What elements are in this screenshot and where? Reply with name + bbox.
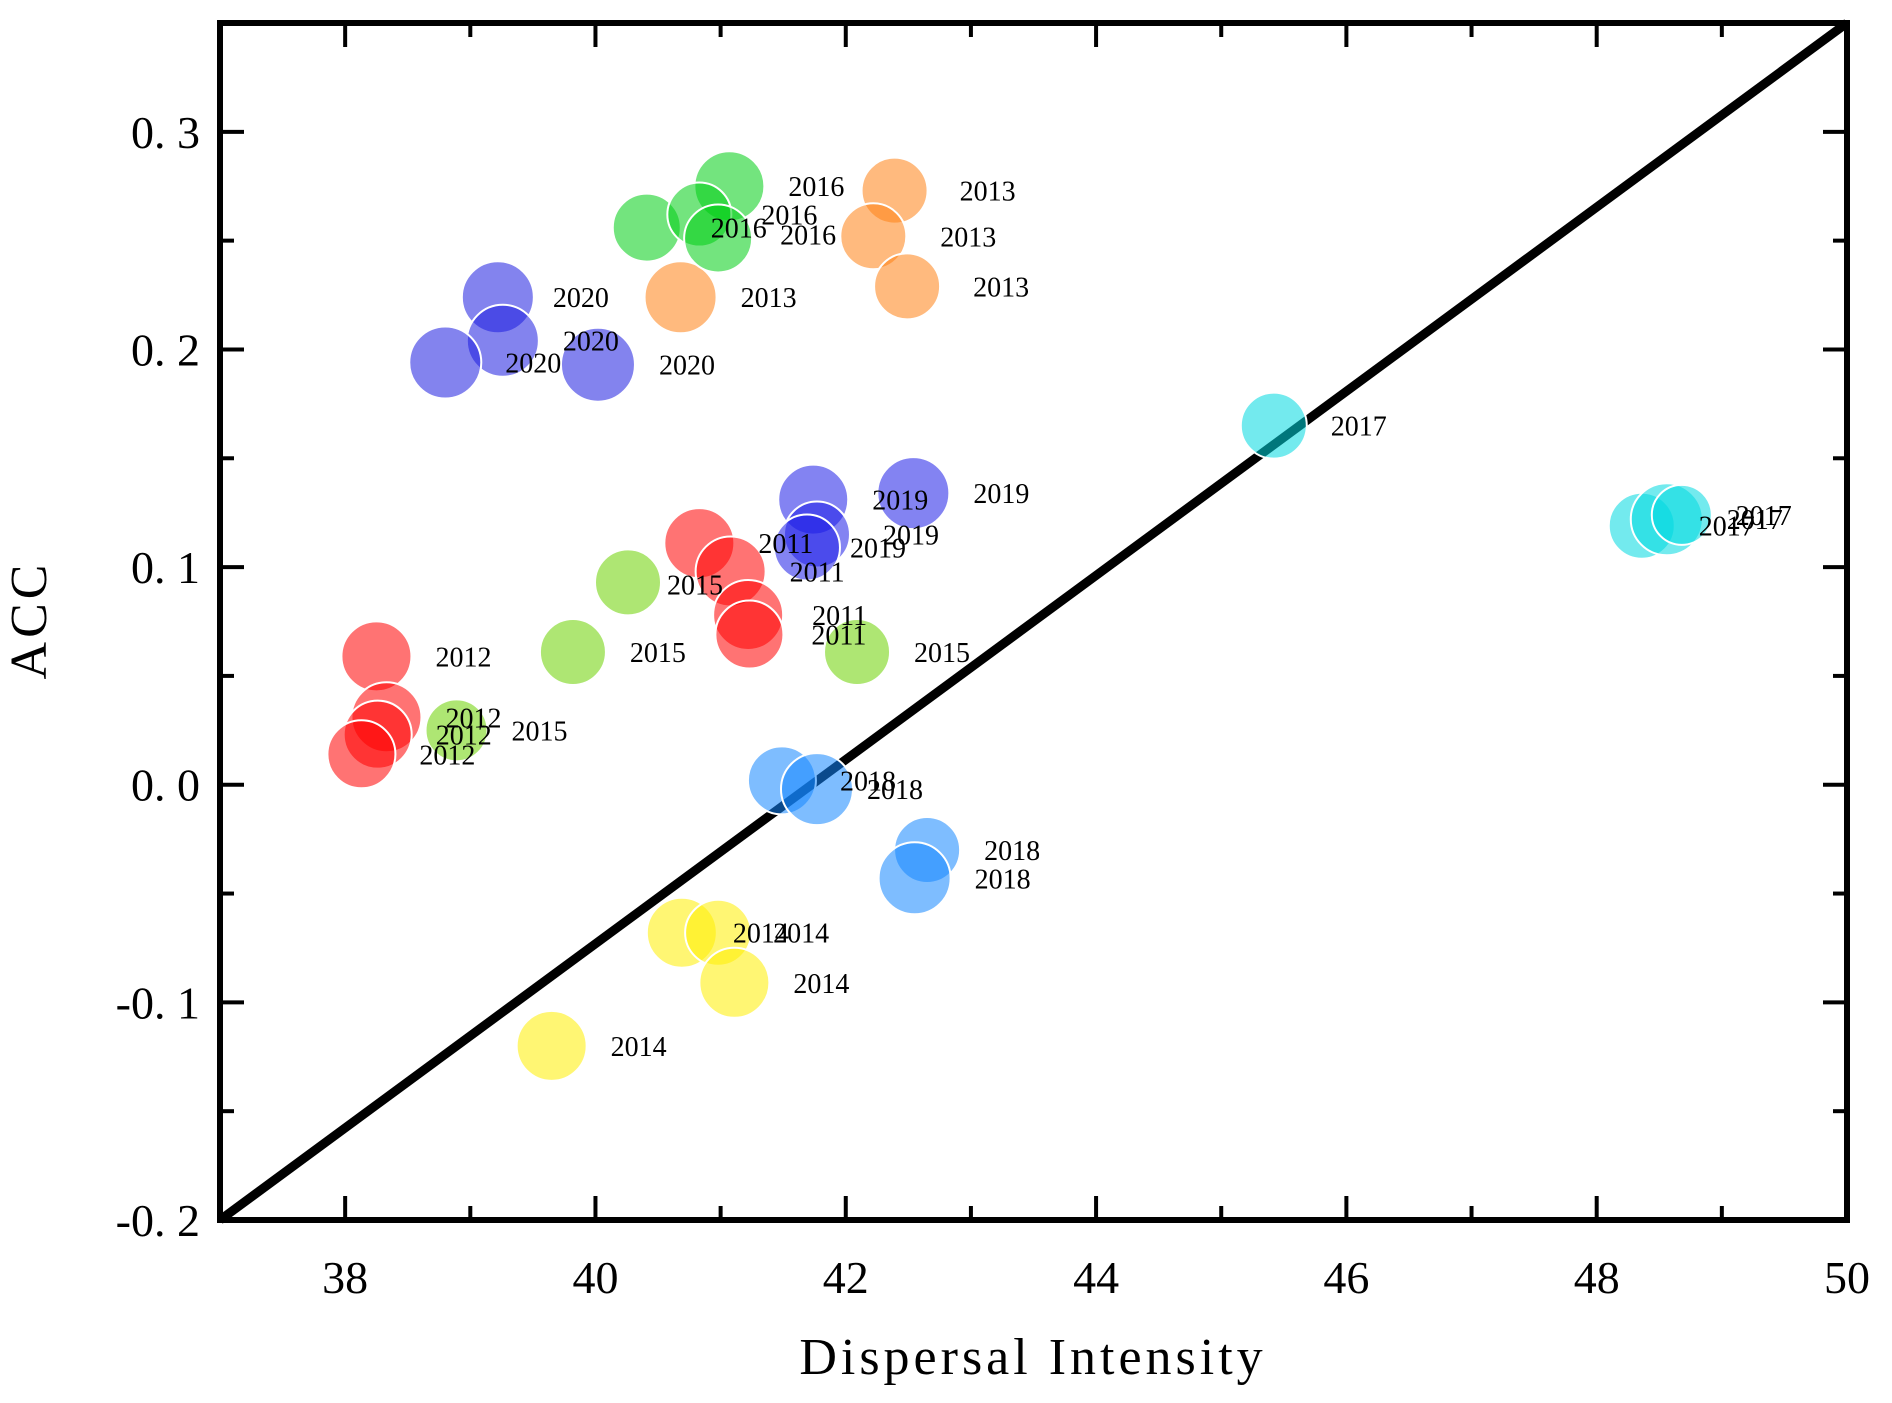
- point-year-label: 2016: [711, 214, 767, 245]
- data-bubble-2015: [594, 548, 663, 617]
- point-year-label: 2012: [445, 703, 501, 734]
- data-bubble-2012: [326, 719, 397, 790]
- point-year-label: 2018: [984, 836, 1040, 867]
- data-bubble-2017: [1239, 391, 1308, 460]
- y-tick-label: 0. 1: [131, 542, 200, 593]
- point-year-label: 2011: [812, 601, 867, 632]
- y-tick-label: -0. 2: [116, 1195, 200, 1246]
- point-year-label: 2019: [973, 479, 1029, 510]
- point-year-label: 2018: [975, 864, 1031, 895]
- point-year-label: 2016: [788, 172, 844, 203]
- x-tick-label: 48: [1574, 1252, 1620, 1303]
- bubble-group: [326, 150, 1713, 1082]
- y-tick-label: 0. 0: [131, 760, 200, 811]
- point-year-label: 2012: [436, 721, 492, 752]
- point-year-label: 2015: [630, 638, 686, 669]
- x-tick-label: 46: [1323, 1252, 1369, 1303]
- tick-label-group: 38 40 42 44 46 48 50 0. 3 0. 2 0. 1 0. 0 -0. 1 -0. 2: [116, 107, 1870, 1303]
- point-year-label: 2017: [1699, 512, 1755, 543]
- point-year-label: 2011: [790, 557, 845, 588]
- data-bubble-2018: [877, 841, 952, 916]
- data-bubble-2014: [698, 946, 771, 1019]
- data-bubble-2020: [408, 325, 483, 400]
- data-bubble-2017: [1650, 483, 1713, 546]
- point-year-label: 2017: [1727, 505, 1783, 536]
- x-tick-label: 44: [1073, 1252, 1119, 1303]
- point-year-label: 2013: [940, 222, 996, 253]
- data-bubble-2020: [559, 326, 636, 403]
- data-bubble-2015: [424, 698, 489, 763]
- point-year-label: 2018: [840, 766, 896, 797]
- point-year-label: 2011: [758, 529, 813, 560]
- data-bubble-2019: [772, 513, 841, 582]
- point-year-label: 2019: [872, 486, 928, 517]
- point-year-label: 2013: [741, 283, 797, 314]
- point-year-label: 2018: [867, 775, 923, 806]
- data-bubble-2019: [876, 456, 951, 531]
- point-year-label: 2020: [659, 351, 715, 382]
- data-bubble-2011: [714, 599, 785, 670]
- data-bubble-2016: [683, 203, 754, 274]
- point-label-group: 2011201120112011201220122012201220132013…: [419, 172, 1791, 1063]
- point-year-label: 2014: [733, 919, 789, 950]
- point-year-label: 2015: [512, 716, 568, 747]
- y-tick-label: 0. 3: [131, 107, 200, 158]
- x-tick-label: 50: [1824, 1252, 1870, 1303]
- reference-line-group: [217, 19, 1850, 1224]
- point-year-label: 2015: [914, 638, 970, 669]
- data-bubble-2012: [340, 620, 413, 693]
- point-year-label: 2014: [611, 1032, 667, 1063]
- tick-group: [220, 23, 1849, 1222]
- point-year-label: 2016: [761, 201, 817, 232]
- point-year-label: 2016: [780, 220, 836, 251]
- point-year-label: 2013: [960, 177, 1016, 208]
- data-bubble-2015: [538, 617, 607, 686]
- point-year-label: 2015: [667, 570, 723, 601]
- point-year-label: 2014: [773, 919, 829, 950]
- point-year-label: 2020: [553, 283, 609, 314]
- y-axis-title: ACC: [1, 561, 58, 680]
- point-year-label: 2011: [811, 621, 866, 652]
- point-year-label: 2017: [1736, 501, 1792, 532]
- x-tick-label: 42: [823, 1252, 869, 1303]
- data-bubble-2013: [839, 202, 908, 271]
- y-tick-label: 0. 2: [131, 324, 200, 375]
- point-year-label: 2020: [563, 327, 619, 358]
- identity-reference-line: [217, 19, 1850, 1224]
- point-year-label: 2017: [1331, 412, 1387, 443]
- x-tick-label: 38: [322, 1252, 368, 1303]
- data-bubble-2014: [515, 1009, 588, 1082]
- point-year-label: 2013: [973, 272, 1029, 303]
- point-year-label: 2019: [883, 520, 939, 551]
- point-year-label: 2020: [505, 349, 561, 380]
- data-bubble-2015: [823, 617, 892, 686]
- x-tick-label: 40: [572, 1252, 618, 1303]
- plot-border: [217, 20, 1850, 1223]
- point-year-label: 2019: [850, 534, 906, 565]
- y-tick-label: -0. 1: [116, 977, 200, 1028]
- data-bubble-2013: [873, 252, 942, 321]
- point-year-label: 2012: [435, 642, 491, 673]
- data-bubble-2018: [779, 752, 854, 827]
- point-year-label: 2014: [793, 969, 849, 1000]
- data-bubble-2013: [643, 260, 718, 335]
- x-axis-title: Dispersal Intensity: [799, 1329, 1266, 1386]
- point-year-label: 2012: [419, 740, 475, 771]
